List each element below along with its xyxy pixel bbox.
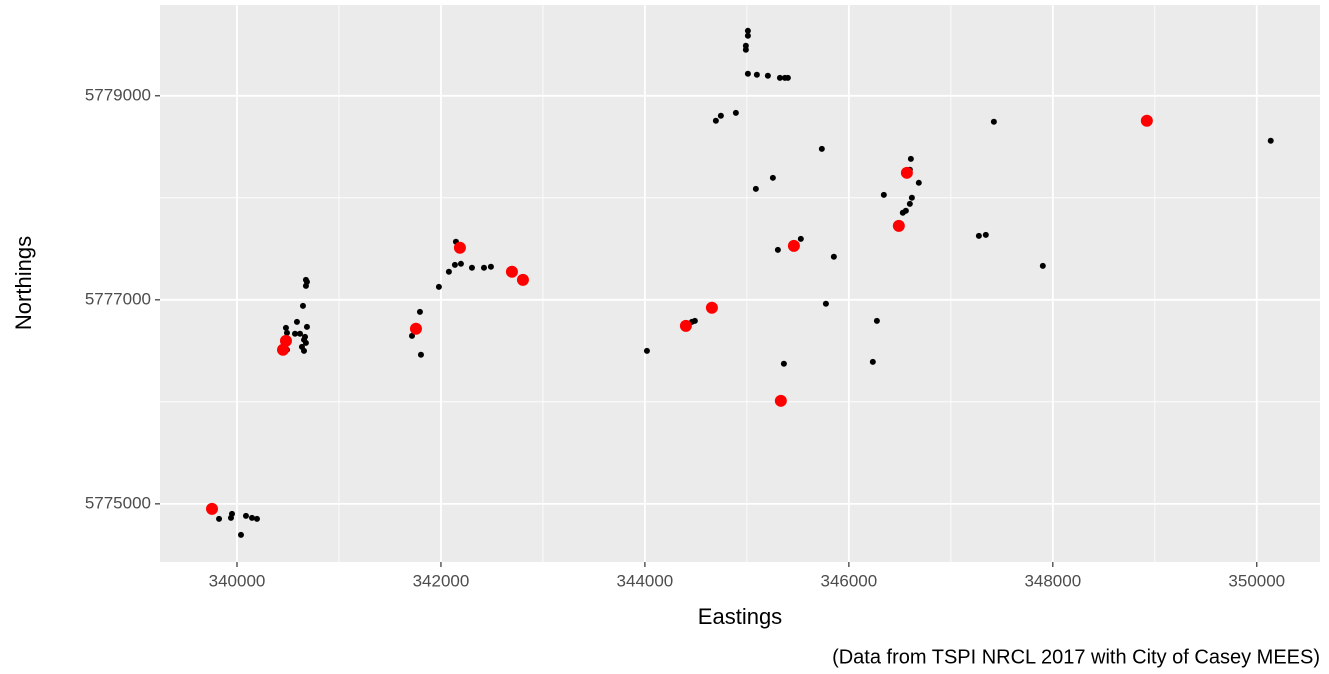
point bbox=[468, 264, 475, 271]
point bbox=[248, 514, 255, 521]
point bbox=[744, 32, 751, 39]
point bbox=[416, 308, 423, 315]
point bbox=[206, 502, 219, 515]
point bbox=[445, 268, 452, 275]
point bbox=[774, 246, 781, 253]
y-tick-label: 5775000 bbox=[85, 493, 151, 512]
point bbox=[780, 360, 787, 367]
point bbox=[717, 112, 724, 119]
point bbox=[1140, 114, 1153, 127]
x-tick-label: 342000 bbox=[413, 571, 470, 590]
point bbox=[990, 118, 997, 125]
y-tick-label: 5779000 bbox=[85, 85, 151, 104]
point bbox=[787, 239, 800, 252]
point bbox=[300, 347, 307, 354]
point bbox=[818, 145, 825, 152]
grid bbox=[160, 5, 1320, 562]
point bbox=[417, 351, 424, 358]
point bbox=[797, 235, 804, 242]
point bbox=[769, 174, 776, 181]
point bbox=[744, 70, 751, 77]
point bbox=[516, 273, 529, 286]
y-tick-label: 5777000 bbox=[85, 289, 151, 308]
point bbox=[408, 332, 415, 339]
point bbox=[297, 330, 304, 337]
point bbox=[830, 253, 837, 260]
point bbox=[293, 318, 300, 325]
point bbox=[712, 117, 719, 124]
point bbox=[451, 261, 458, 268]
point bbox=[643, 347, 650, 354]
point bbox=[453, 241, 466, 254]
point bbox=[480, 264, 487, 271]
point bbox=[303, 278, 310, 285]
point bbox=[283, 329, 290, 336]
point bbox=[302, 339, 309, 346]
point bbox=[299, 302, 306, 309]
point bbox=[892, 219, 905, 232]
point bbox=[253, 515, 260, 522]
point bbox=[900, 166, 913, 179]
x-tick-label: 348000 bbox=[1024, 571, 1081, 590]
point bbox=[982, 231, 989, 238]
point bbox=[1267, 137, 1274, 144]
point bbox=[784, 74, 791, 81]
plot-panel bbox=[160, 5, 1320, 562]
point bbox=[228, 510, 235, 517]
point bbox=[873, 317, 880, 324]
point bbox=[822, 300, 829, 307]
point bbox=[216, 515, 223, 522]
point bbox=[908, 194, 915, 201]
x-axis-title: Eastings bbox=[698, 604, 782, 629]
point bbox=[435, 283, 442, 290]
point bbox=[975, 232, 982, 239]
point bbox=[505, 265, 518, 278]
point bbox=[237, 531, 244, 538]
point bbox=[752, 185, 759, 192]
point bbox=[753, 71, 760, 78]
point bbox=[679, 319, 692, 332]
point bbox=[487, 263, 494, 270]
point bbox=[776, 74, 783, 81]
point bbox=[764, 72, 771, 79]
point bbox=[691, 317, 698, 324]
point bbox=[705, 301, 718, 314]
caption: (Data from TSPI NRCL 2017 with City of C… bbox=[832, 646, 1320, 668]
point bbox=[302, 333, 309, 340]
x-tick-label: 350000 bbox=[1228, 571, 1285, 590]
point bbox=[282, 324, 289, 331]
point bbox=[1039, 262, 1046, 269]
point bbox=[303, 323, 310, 330]
points bbox=[206, 27, 1274, 538]
x-tick-label: 340000 bbox=[209, 571, 266, 590]
point bbox=[732, 109, 739, 116]
point bbox=[279, 334, 292, 347]
point bbox=[292, 330, 299, 337]
point bbox=[915, 179, 922, 186]
point bbox=[774, 394, 787, 407]
point bbox=[869, 358, 876, 365]
x-tick-label: 346000 bbox=[820, 571, 877, 590]
point bbox=[744, 27, 751, 34]
point bbox=[880, 191, 887, 198]
point bbox=[902, 207, 909, 214]
point bbox=[409, 322, 422, 335]
point bbox=[742, 46, 749, 53]
point bbox=[906, 200, 913, 207]
point bbox=[457, 260, 464, 267]
y-axis-title: Northings bbox=[11, 236, 36, 330]
x-tick-label: 344000 bbox=[617, 571, 674, 590]
point bbox=[242, 512, 249, 519]
point bbox=[907, 155, 914, 162]
